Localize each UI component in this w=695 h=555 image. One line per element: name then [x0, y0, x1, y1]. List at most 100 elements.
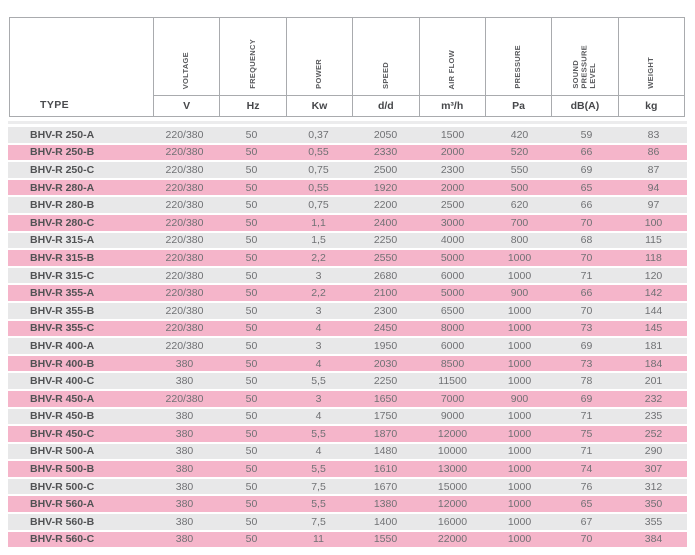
row-value-cell: 73	[580, 357, 593, 370]
row-value-cell: 4	[315, 445, 322, 458]
row-value-cell: 380	[175, 463, 194, 476]
row-value-cell: 50	[245, 410, 258, 423]
row-value-cell: 50	[245, 339, 258, 352]
table-row: BHV-R 560-B 380 50 7,5 1400 16000 1000 67 355	[8, 514, 687, 530]
row-value-cell: 118	[645, 251, 662, 264]
row-value-cell: 220/380	[165, 392, 204, 405]
column-unit-cell: Hz	[219, 95, 286, 116]
row-value-cell: 6000	[440, 269, 465, 282]
row-value-cell: 11500	[438, 375, 467, 388]
row-value-cell: 0,75	[308, 163, 329, 176]
row-value-cell: 120	[644, 269, 663, 282]
row-type-label: BHV-R 560-C	[30, 533, 95, 546]
row-value-cell: 220/380	[165, 322, 204, 335]
row-value-cell: 235	[644, 410, 663, 423]
row-value-cell: 75	[580, 427, 593, 440]
row-value-cell: 9000	[440, 410, 465, 423]
row-value-cell: 66	[580, 199, 593, 212]
row-value-cell: 50	[245, 146, 258, 159]
row-value-cell: 1000	[507, 251, 532, 264]
row-value-cell: 290	[644, 445, 663, 458]
row-value-cell: 800	[510, 234, 529, 247]
row-type-label: BHV-R 250-B	[30, 146, 95, 159]
row-value-cell: 5,5	[311, 463, 326, 476]
row-value-cell: 50	[245, 304, 258, 317]
row-type-label: BHV-R 250-A	[30, 128, 95, 141]
row-value-cell: 8500	[440, 357, 465, 370]
row-value-cell: 700	[510, 216, 529, 229]
row-value-cell: 50	[245, 251, 258, 264]
row-value-cell: 5000	[440, 287, 465, 300]
row-value-cell: 1000	[507, 463, 532, 476]
row-value-cell: 1920	[373, 181, 398, 194]
row-value-cell: 50	[245, 375, 258, 388]
row-value-cell: 2050	[373, 128, 398, 141]
row-value-cell: 11	[313, 533, 324, 546]
row-value-cell: 70	[580, 251, 593, 264]
row-value-cell: 1670	[373, 480, 398, 493]
row-value-cell: 380	[175, 480, 194, 493]
row-value-cell: 0,37	[308, 128, 329, 141]
row-type-label: BHV-R 280-B	[30, 199, 95, 212]
row-value-cell: 201	[644, 375, 663, 388]
row-value-cell: 50	[245, 163, 258, 176]
row-value-cell: 232	[644, 392, 663, 405]
column-header-cell: WEIGHT	[617, 18, 684, 95]
row-value-cell: 1750	[373, 410, 398, 423]
row-value-cell: 220/380	[165, 146, 204, 159]
row-value-cell: 1000	[507, 445, 532, 458]
row-value-cell: 1000	[507, 480, 532, 493]
table-header: TYPE VOLTAGE FREQUENCY POWER SPEED AIR FLOW P…	[9, 17, 685, 117]
row-value-cell: 1000	[507, 304, 532, 317]
table-row: BHV-R 355-B 220/380 50 3 2300 6500 1000 70 144	[8, 302, 687, 319]
column-header-label: SOUND PRESSURE LEVEL	[571, 45, 598, 89]
row-value-cell: 420	[510, 128, 529, 141]
row-value-cell: 50	[245, 216, 258, 229]
row-value-cell: 220/380	[165, 269, 204, 282]
table-row: BHV-R 280-C 220/380 50 1,1 2400 3000 700 70 100	[8, 214, 687, 231]
row-type-label: BHV-R 560-A	[30, 498, 95, 511]
row-value-cell: 1380	[373, 498, 398, 511]
row-type-label: BHV-R 400-A	[30, 339, 95, 352]
table-row: BHV-R 450-C 380 50 5,5 1870 12000 1000 75 252	[8, 426, 687, 442]
row-value-cell: 15000	[437, 480, 468, 493]
row-value-cell: 1,5	[311, 234, 326, 247]
row-value-cell: 50	[245, 445, 258, 458]
row-value-cell: 380	[175, 533, 194, 546]
row-value-cell: 76	[580, 480, 593, 493]
column-unit-cell: Kw	[285, 95, 353, 116]
row-value-cell: 3	[315, 304, 322, 317]
row-value-cell: 220/380	[165, 304, 204, 317]
column-unit-cell: d/d	[352, 95, 419, 116]
column-header-label: WEIGHT	[646, 57, 656, 89]
row-value-cell: 4	[315, 410, 322, 423]
table-row: BHV-R 280-A 220/380 50 0,55 1920 2000 500 65 94	[8, 179, 687, 196]
table-row: BHV-R 355-C 220/380 50 4 2450 8000 1000 73 145	[8, 320, 687, 337]
row-value-cell: 50	[245, 357, 258, 370]
row-type-label: BHV-R 450-C	[30, 427, 95, 440]
row-type-label: BHV-R 400-B	[30, 357, 95, 370]
row-value-cell: 50	[245, 128, 258, 141]
row-value-cell: 1000	[507, 357, 532, 370]
row-value-cell: 65	[580, 181, 593, 194]
row-type-label: BHV-R 560-B	[30, 515, 95, 528]
table-row: BHV-R 450-B 380 50 4 1750 9000 1000 71 235	[8, 408, 687, 425]
row-value-cell: 50	[245, 181, 258, 194]
row-value-cell: 380	[175, 375, 194, 388]
row-value-cell: 70	[580, 533, 593, 546]
row-value-cell: 2,2	[311, 251, 326, 264]
row-value-cell: 50	[245, 480, 258, 493]
column-unit-cell: kg	[617, 95, 684, 116]
row-value-cell: 50	[245, 463, 258, 476]
row-value-cell: 2200	[373, 199, 398, 212]
row-value-cell: 2500	[373, 163, 398, 176]
row-value-cell: 97	[647, 199, 660, 212]
row-value-cell: 380	[175, 515, 194, 528]
row-value-cell: 50	[245, 427, 258, 440]
row-value-cell: 86	[647, 146, 660, 159]
column-header-cell: SOUND PRESSURE LEVEL	[551, 18, 617, 95]
table-row: BHV-R 250-C 220/380 50 0,75 2500 2300 550 69 87	[8, 162, 687, 178]
column-header-label: POWER	[314, 59, 324, 89]
row-value-cell: 500	[510, 181, 529, 194]
